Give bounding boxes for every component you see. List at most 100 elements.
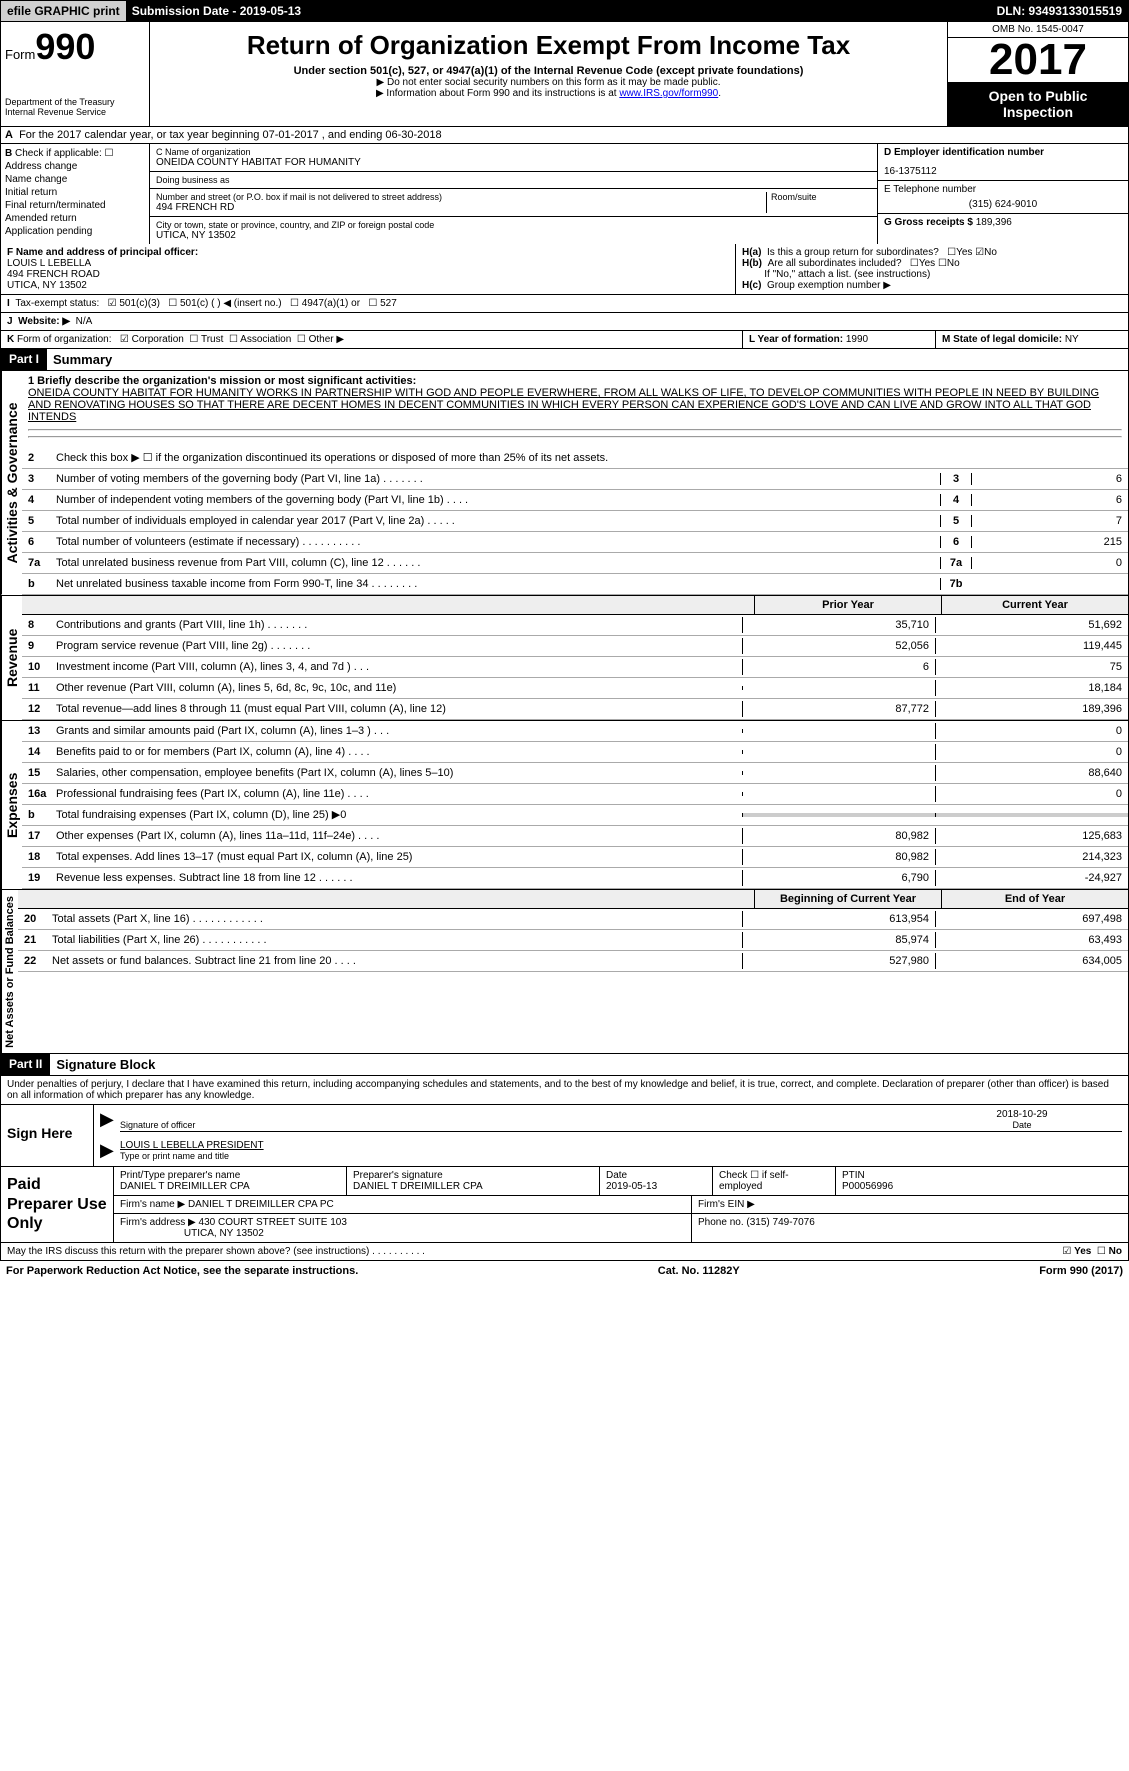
top-bar: efile GRAPHIC print Submission Date - 20… — [0, 0, 1129, 22]
rev-side-label: Revenue — [1, 596, 22, 720]
irs-link[interactable]: www.IRS.gov/form990 — [619, 88, 718, 99]
ein-label: D Employer identification number — [884, 147, 1044, 158]
line-12: 12Total revenue—add lines 8 through 11 (… — [22, 699, 1128, 720]
expenses-section: Expenses 13Grants and similar amounts pa… — [0, 721, 1129, 890]
officer-addr1: 494 FRENCH ROAD — [7, 269, 100, 280]
self-employed-check[interactable]: Check ☐ if self-employed — [719, 1170, 789, 1192]
current-year-header: Current Year — [941, 596, 1128, 614]
line-4: 4Number of independent voting members of… — [22, 490, 1128, 511]
penalty-text: Under penalties of perjury, I declare th… — [1, 1076, 1128, 1105]
firm-ein-label: Firm's EIN ▶ — [698, 1199, 755, 1210]
chk-name[interactable]: Name change — [5, 174, 145, 185]
gross-value: 189,396 — [976, 217, 1012, 228]
preparer-name: DANIEL T DREIMILLER CPA — [120, 1181, 250, 1192]
opt-assoc[interactable]: Association — [240, 334, 291, 345]
net-side-label: Net Assets or Fund Balances — [1, 890, 18, 1054]
part1-header: Part I Summary — [0, 349, 1129, 371]
revenue-section: Revenue Prior YearCurrent Year 8Contribu… — [0, 596, 1129, 721]
paid-preparer-block: Paid Preparer Use Only Print/Type prepar… — [0, 1167, 1129, 1243]
opt-527[interactable]: 527 — [380, 298, 397, 309]
hb-label: Are all subordinates included? — [768, 258, 902, 269]
part1-title: Summary — [47, 349, 118, 370]
dln-label: DLN: 93493133015519 — [991, 1, 1128, 21]
ha-label: Is this a group return for subordinates? — [767, 247, 939, 258]
sig-officer-label: Signature of officer — [120, 1120, 195, 1130]
sig-name: LOUIS L LEBELLA PRESIDENT — [120, 1140, 264, 1151]
street-label: Number and street (or P.O. box if mail i… — [156, 192, 766, 202]
line-5: 5Total number of individuals employed in… — [22, 511, 1128, 532]
row-a: A For the 2017 calendar year, or tax yea… — [0, 127, 1129, 144]
opt-trust[interactable]: Trust — [201, 334, 223, 345]
form-header: Form990 Department of the Treasury Inter… — [0, 22, 1129, 127]
line-16a: 16aProfessional fundraising fees (Part I… — [22, 784, 1128, 805]
page-footer: For Paperwork Reduction Act Notice, see … — [0, 1261, 1129, 1281]
firm-phone: (315) 749-7076 — [746, 1217, 814, 1228]
governance-section: Activities & Governance 1 Briefly descri… — [0, 371, 1129, 596]
line-14: 14Benefits paid to or for members (Part … — [22, 742, 1128, 763]
opt-501c3[interactable]: 501(c)(3) — [119, 298, 160, 309]
tax-year: 2017 — [948, 38, 1128, 82]
officer-label: F Name and address of principal officer: — [7, 247, 198, 258]
chk-address[interactable]: Address change — [5, 161, 145, 172]
phone-value: (315) 624-9010 — [884, 195, 1122, 210]
form-prefix: Form — [5, 47, 35, 62]
line-10: 10Investment income (Part VIII, column (… — [22, 657, 1128, 678]
line-20: 20Total assets (Part X, line 16) . . . .… — [18, 909, 1128, 930]
firm-addr: 430 COURT STREET SUITE 103 — [199, 1217, 347, 1228]
opt-4947[interactable]: 4947(a)(1) or — [302, 298, 360, 309]
submission-date: Submission Date - 2019-05-13 — [126, 1, 991, 21]
line-6: 6Total number of volunteers (estimate if… — [22, 532, 1128, 553]
col-b: B Check if applicable: ☐ Address change … — [1, 144, 150, 244]
discuss-no[interactable]: No — [1109, 1246, 1122, 1257]
opt-501c[interactable]: 501(c) ( ) ◀ (insert no.) — [180, 298, 282, 309]
opt-corp[interactable]: Corporation — [132, 334, 184, 345]
chk-final[interactable]: Final return/terminated — [5, 200, 145, 211]
row-k: K Form of organization: ☑ Corporation ☐ … — [0, 331, 1129, 349]
discuss-text: May the IRS discuss this return with the… — [7, 1246, 1062, 1257]
org-name: ONEIDA COUNTY HABITAT FOR HUMANITY — [156, 157, 871, 168]
preparer-sig: DANIEL T DREIMILLER CPA — [353, 1181, 483, 1192]
open-inspection: Open to Public Inspection — [948, 82, 1128, 126]
col-c: C Name of organizationONEIDA COUNTY HABI… — [150, 144, 877, 244]
form-subtitle: Under section 501(c), 527, or 4947(a)(1)… — [154, 65, 943, 77]
efile-label: efile GRAPHIC print — [1, 1, 126, 21]
org-name-label: C Name of organization — [156, 147, 871, 157]
form-number: 990 — [35, 26, 95, 67]
officer-name: LOUIS L LEBELLA — [7, 258, 91, 269]
form-title: Return of Organization Exempt From Incom… — [154, 30, 943, 61]
gross-label: G Gross receipts $ — [884, 217, 973, 228]
ein-value: 16-1375112 — [884, 158, 1122, 177]
identity-grid: B Check if applicable: ☐ Address change … — [0, 144, 1129, 244]
line-22: 22Net assets or fund balances. Subtract … — [18, 951, 1128, 972]
check-if-label: Check if applicable: — [15, 148, 102, 159]
netassets-section: Net Assets or Fund Balances Beginning of… — [0, 890, 1129, 1055]
discuss-row: May the IRS discuss this return with the… — [0, 1243, 1129, 1261]
opt-other[interactable]: Other ▶ — [309, 334, 344, 345]
discuss-yes[interactable]: Yes — [1074, 1246, 1091, 1257]
row-i: I Tax-exempt status: ☑ 501(c)(3) ☐ 501(c… — [0, 295, 1129, 313]
department-label: Department of the Treasury Internal Reve… — [5, 98, 145, 118]
line-3: 3Number of voting members of the governi… — [22, 469, 1128, 490]
line-7a: 7aTotal unrelated business revenue from … — [22, 553, 1128, 574]
prior-year-header: Prior Year — [754, 596, 941, 614]
hb-note: If "No," attach a list. (see instruction… — [764, 269, 930, 280]
line-2: 2Check this box ▶ ☐ if the organization … — [22, 448, 1128, 469]
officer-addr2: UTICA, NY 13502 — [7, 280, 87, 291]
street-value: 494 FRENCH RD — [156, 202, 766, 213]
chk-pending[interactable]: Application pending — [5, 226, 145, 237]
mission-text: ONEIDA COUNTY HABITAT FOR HUMANITY WORKS… — [28, 387, 1122, 423]
city-value: UTICA, NY 13502 — [156, 230, 871, 241]
dba-label: Doing business as — [156, 175, 871, 185]
col-d: D Employer identification number16-13751… — [877, 144, 1128, 244]
line-15: 15Salaries, other compensation, employee… — [22, 763, 1128, 784]
paid-preparer-label: Paid Preparer Use Only — [1, 1167, 114, 1242]
part2-label: Part II — [1, 1054, 50, 1075]
sig-date: 2018-10-29 — [996, 1109, 1047, 1120]
part2-title: Signature Block — [50, 1054, 161, 1075]
ptin-value: P00056996 — [842, 1181, 893, 1192]
row-j: J Website: ▶ N/A — [0, 313, 1129, 331]
year-formation-label: L Year of formation: — [749, 334, 843, 345]
chk-initial[interactable]: Initial return — [5, 187, 145, 198]
chk-amended[interactable]: Amended return — [5, 213, 145, 224]
line-17: 17Other expenses (Part IX, column (A), l… — [22, 826, 1128, 847]
